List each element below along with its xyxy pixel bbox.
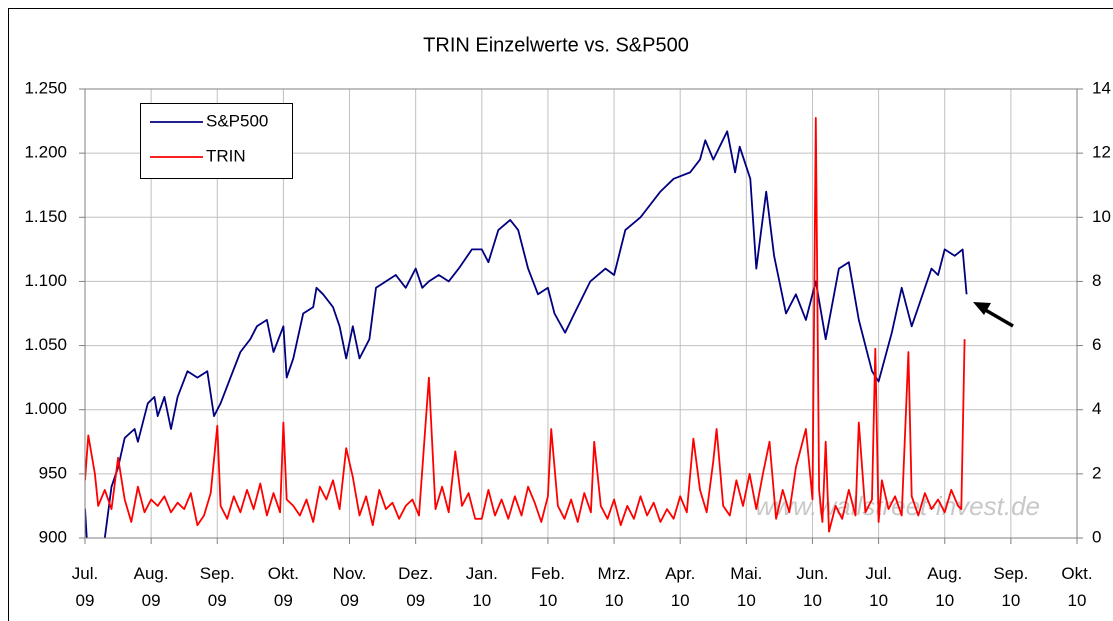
chart-border (8, 8, 1113, 621)
legend-box (140, 103, 293, 179)
plot-frame (84, 88, 1078, 539)
x-tick-label: Feb. 10 (530, 564, 565, 610)
x-tick-label: Aug. 10 (927, 564, 963, 610)
y-tick-label: 1.000 (24, 399, 67, 418)
y-tick-label: 1.050 (24, 335, 67, 354)
y2-tick-label: 14 (1092, 78, 1111, 97)
x-tick-label: Sep. 09 (199, 564, 235, 610)
x-tick-label: Apr. 10 (665, 564, 696, 610)
y-tick-label: 1.250 (24, 78, 67, 97)
y2-tick-label: 10 (1092, 207, 1111, 226)
y-tick-label: 950 (39, 463, 67, 482)
y-tick-label: 1.100 (24, 271, 67, 290)
x-tick-label: Jan. 10 (465, 564, 498, 610)
y-tick-label: 1.200 (24, 143, 67, 162)
x-tick-label: Jul. 10 (865, 564, 892, 610)
series-line (85, 130, 968, 538)
x-tick-label: Sep. 10 (993, 564, 1029, 610)
axes: 900 950 1.000 1.050 1.100 1.150 1.200 1.250 0 2 4 6… (24, 78, 1110, 546)
y2-tick-label: 2 (1092, 463, 1101, 482)
x-tick-label: Mai. 10 (730, 564, 763, 610)
plot-lines (85, 117, 968, 538)
x-tick-label: Jul. 09 (71, 564, 99, 610)
x-tick-label: Aug. 09 (133, 564, 169, 610)
arrow-head (973, 302, 991, 315)
x-tick-label: Dez. 09 (398, 564, 434, 610)
x-tick-label: Okt. 10 (1061, 564, 1093, 610)
x-tick-label: Okt. 09 (267, 564, 299, 610)
y-tick-label: 900 (39, 527, 67, 546)
y2-tick-label: 6 (1092, 335, 1101, 354)
arrow-shaft (981, 306, 1014, 328)
x-tick-label: Nov. 09 (332, 564, 367, 610)
legend: S&P500 TRIN (150, 111, 268, 165)
legend-label: S&P500 (206, 111, 268, 130)
y2-tick-label: 0 (1092, 527, 1101, 546)
legend-label: TRIN (206, 146, 246, 165)
y2-tick-label: 4 (1092, 399, 1101, 418)
chart-title: TRIN Einzelwerte vs. S&P500 (423, 34, 689, 56)
x-tick-label: Mrz. 10 (597, 564, 631, 610)
y2-tick-label: 8 (1092, 271, 1101, 290)
x-tick-label: Jun. 10 (796, 564, 829, 610)
y-tick-label: 1.150 (24, 207, 67, 226)
series-line (85, 117, 966, 533)
y2-tick-label: 12 (1092, 143, 1111, 162)
